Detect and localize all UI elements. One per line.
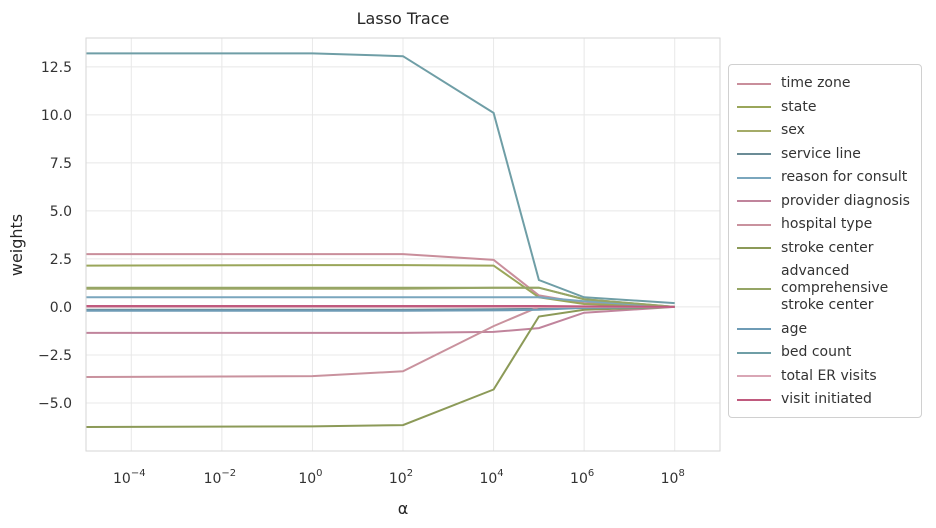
series-line bbox=[86, 52, 675, 305]
series-line bbox=[86, 286, 675, 308]
legend-label: age bbox=[781, 320, 808, 337]
x-tick-label: 106 bbox=[570, 468, 594, 487]
y-tick-label: 2.5 bbox=[50, 252, 72, 268]
y-tick-label: 0.0 bbox=[50, 300, 72, 316]
legend-item: state bbox=[737, 99, 921, 116]
series-line bbox=[85, 264, 675, 308]
y-tick-labels: −5.0 −2.5 0.0 2.5 5.0 7.5 10.0 12.5 bbox=[38, 60, 72, 412]
legend-label: service line bbox=[781, 145, 861, 162]
legend-swatch bbox=[737, 328, 771, 330]
series-line bbox=[85, 305, 675, 428]
y-tick-label: 10.0 bbox=[41, 108, 72, 124]
series-lines bbox=[85, 52, 675, 428]
legend-label: bed count bbox=[781, 344, 852, 360]
chart-title: Lasso Trace bbox=[357, 9, 450, 28]
y-axis-label: weights bbox=[7, 214, 26, 276]
series-line bbox=[86, 305, 675, 334]
x-tick-labels: 10−4 10−2 100 102 104 106 108 bbox=[113, 468, 685, 487]
legend-label: hospital type bbox=[781, 216, 873, 232]
legend-item: service line bbox=[737, 146, 921, 163]
legend-swatch bbox=[737, 106, 771, 108]
legend-label: total ER visits bbox=[781, 367, 877, 384]
legend-item: stroke center bbox=[737, 240, 921, 257]
legend-item: provider diagnosis bbox=[737, 193, 921, 210]
legend-label: provider diagnosis bbox=[781, 192, 910, 209]
legend-item: advanced comprehensive stroke center bbox=[737, 263, 921, 314]
legend-label: state bbox=[781, 98, 817, 115]
x-axis-label: α bbox=[398, 499, 409, 518]
legend-item: bed count bbox=[737, 344, 921, 361]
x-tick-label: 108 bbox=[661, 468, 685, 487]
legend-swatch bbox=[737, 375, 771, 377]
legend-item: hospital type bbox=[737, 216, 921, 233]
legend-item: time zone bbox=[737, 75, 921, 92]
x-tick-label: 10−4 bbox=[113, 468, 146, 487]
legend-swatch bbox=[737, 153, 771, 155]
legend-label: visit initiated bbox=[781, 391, 872, 407]
legend-item: visit initiated bbox=[737, 391, 921, 408]
legend-item: total ER visits bbox=[737, 368, 921, 385]
series-line bbox=[85, 305, 675, 378]
legend-label: sex bbox=[781, 122, 805, 138]
legend-swatch bbox=[737, 129, 771, 132]
y-tick-label: 7.5 bbox=[50, 156, 72, 172]
legend-label: stroke center bbox=[781, 239, 874, 256]
legend-swatch bbox=[737, 82, 771, 85]
legend-swatch bbox=[737, 398, 771, 401]
legend-item: reason for consult bbox=[737, 169, 921, 186]
x-tick-label: 102 bbox=[389, 468, 413, 487]
grid bbox=[86, 38, 720, 451]
legend-item: sex bbox=[737, 122, 921, 139]
series-line bbox=[86, 296, 675, 308]
y-tick-label: 12.5 bbox=[41, 60, 72, 76]
legend: time zone state sex service line reason for … bbox=[728, 64, 922, 418]
y-tick-label: 5.0 bbox=[50, 204, 72, 220]
plot-frame bbox=[85, 37, 721, 452]
legend-swatch bbox=[737, 287, 771, 290]
legend-swatch bbox=[737, 200, 771, 202]
legend-item: age bbox=[737, 321, 921, 338]
legend-swatch bbox=[737, 351, 771, 354]
legend-swatch bbox=[737, 223, 771, 226]
x-tick-label: 104 bbox=[479, 468, 503, 487]
legend-label: time zone bbox=[781, 75, 851, 91]
legend-swatch bbox=[737, 247, 771, 249]
y-tick-label: −5.0 bbox=[38, 396, 72, 412]
legend-label: reason for consult bbox=[781, 169, 908, 185]
legend-label: advanced comprehensive stroke center bbox=[781, 263, 889, 313]
x-tick-label: 100 bbox=[298, 468, 322, 487]
series-line bbox=[86, 305, 675, 308]
x-tick-label: 10−2 bbox=[204, 468, 237, 487]
y-tick-label: −2.5 bbox=[38, 348, 72, 364]
legend-swatch bbox=[737, 176, 771, 179]
